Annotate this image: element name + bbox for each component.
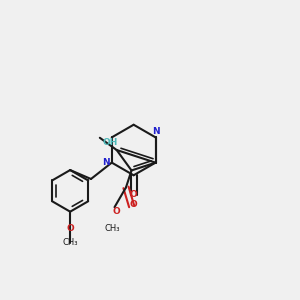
Text: CH₃: CH₃: [104, 224, 120, 233]
Text: CH₃: CH₃: [62, 238, 78, 247]
Text: N: N: [152, 127, 159, 136]
Text: O: O: [129, 200, 137, 209]
Text: OH: OH: [103, 138, 118, 147]
Text: N: N: [103, 158, 110, 167]
Text: O: O: [130, 190, 137, 199]
Text: O: O: [112, 207, 120, 216]
Text: O: O: [66, 224, 74, 232]
